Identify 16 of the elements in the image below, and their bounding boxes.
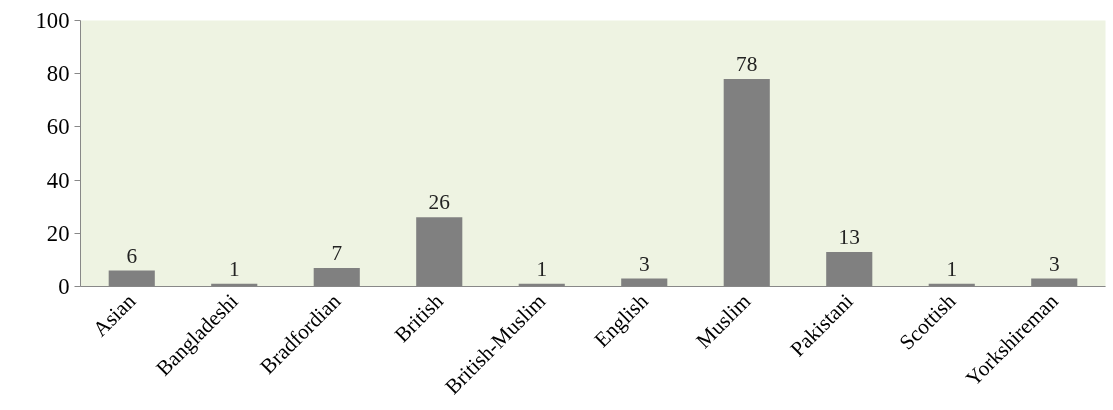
data-label: 78	[736, 52, 758, 77]
data-label: 1	[228, 256, 240, 281]
data-label: 3	[638, 251, 650, 276]
data-label: 26	[428, 190, 451, 215]
y-tick-label: 40	[46, 167, 70, 193]
data-label: 1	[946, 256, 958, 281]
y-tick-label: 0	[58, 274, 70, 299]
y-tick-label: 100	[35, 8, 70, 33]
data-label: 6	[126, 243, 138, 268]
y-tick-label: 60	[46, 114, 70, 140]
data-label: 7	[331, 240, 343, 265]
data-label: 13	[838, 224, 860, 249]
y-tick-label: 20	[46, 220, 70, 246]
data-label: 1	[536, 256, 548, 281]
y-tick-label: 80	[46, 61, 70, 87]
data-label: 3	[1048, 251, 1060, 276]
